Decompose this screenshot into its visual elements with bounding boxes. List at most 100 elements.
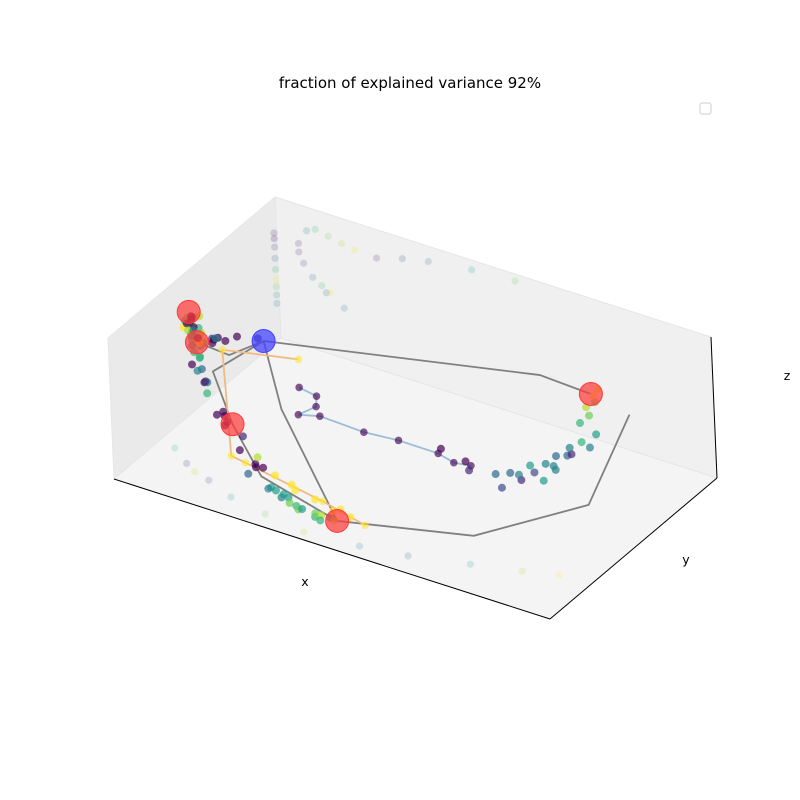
data-point — [219, 407, 228, 416]
legend-box — [699, 102, 712, 115]
shadow-point — [518, 567, 526, 575]
data-point — [221, 336, 230, 345]
data-point — [316, 516, 325, 525]
z-axis-label: z — [784, 368, 791, 383]
tree-leaf-node — [184, 330, 209, 355]
data-point — [565, 443, 574, 452]
data-point — [592, 430, 601, 439]
shadow-point — [294, 239, 303, 248]
data-point — [238, 432, 247, 441]
data-point — [526, 461, 535, 470]
branch-point — [318, 497, 327, 506]
shadow-point — [468, 266, 476, 274]
shadow-point — [355, 542, 364, 550]
shadow-point — [351, 246, 359, 254]
data-point — [212, 410, 221, 419]
branch-point — [394, 436, 403, 445]
data-point — [287, 480, 296, 489]
shadow-point — [272, 282, 280, 291]
y-axis-label: y — [682, 552, 690, 567]
data-point — [514, 470, 523, 479]
branch-point — [312, 392, 321, 400]
data-point — [585, 443, 594, 452]
shadow-point — [205, 476, 213, 484]
data-point — [235, 446, 244, 455]
shadow-point — [424, 257, 432, 266]
shadow-point — [404, 552, 412, 560]
data-point — [567, 450, 576, 459]
shadow-point — [302, 227, 311, 235]
data-point — [436, 444, 445, 453]
branch-point — [312, 402, 320, 411]
data-point — [211, 334, 220, 343]
shadow-point — [272, 291, 281, 299]
x-axis-label: x — [301, 574, 308, 589]
data-point — [201, 377, 210, 386]
branch-blue-line — [297, 386, 472, 467]
tree-path — [262, 340, 631, 537]
branch-point — [360, 428, 368, 436]
axes-panes — [107, 195, 719, 620]
branch-point — [295, 383, 303, 392]
shadow-point — [300, 259, 308, 267]
shadow-point — [555, 571, 564, 579]
tree-root-node — [251, 329, 276, 354]
data-point — [497, 483, 506, 492]
data-point — [575, 419, 584, 428]
tree-edges — [196, 340, 631, 537]
data-point — [259, 463, 268, 472]
z-axis-line — [710, 336, 718, 479]
tree-leaf-node — [578, 382, 603, 407]
shadow-point — [295, 248, 303, 256]
shadow-point — [466, 560, 475, 568]
tree-leaf-node — [325, 508, 350, 533]
data-point — [577, 438, 586, 447]
shadow-point — [273, 299, 281, 308]
x-axis-line — [113, 478, 551, 620]
data-point — [465, 466, 474, 475]
shadow-point — [322, 289, 330, 297]
data-point — [203, 389, 212, 398]
shadow-point — [261, 510, 269, 518]
data-point — [232, 332, 241, 341]
data-point — [549, 462, 558, 471]
tree-leaf-node — [176, 299, 201, 324]
data-point — [539, 476, 548, 485]
data-point — [193, 366, 202, 375]
projection-shadows — [171, 225, 564, 579]
data-point — [585, 411, 594, 420]
branch-point — [294, 355, 303, 364]
branch-orange-line — [221, 348, 366, 527]
shadow-point — [337, 239, 346, 247]
data-point — [244, 469, 253, 478]
shadow-point — [227, 493, 235, 501]
chart-title: fraction of explained variance 92% — [279, 74, 541, 92]
data-point — [461, 457, 470, 466]
y-axis-line — [549, 477, 718, 620]
shadow-point — [398, 255, 406, 263]
shadow-point — [272, 275, 280, 284]
shadow-point — [191, 468, 199, 476]
branch-point — [241, 458, 250, 467]
shadow-point — [318, 282, 326, 290]
shadow-point — [311, 225, 319, 233]
shadow-point — [340, 304, 348, 312]
data-point — [311, 495, 320, 504]
data-point — [530, 468, 539, 477]
shadow-point — [511, 277, 519, 285]
tree-leaf-node — [220, 412, 245, 437]
branch-point — [294, 410, 303, 419]
shadow-point — [309, 273, 317, 281]
tree-path — [263, 340, 592, 395]
branch-point — [227, 451, 236, 460]
data-point — [541, 459, 550, 468]
branch-point — [450, 458, 458, 467]
data-point — [506, 468, 515, 477]
shadow-point — [324, 232, 332, 240]
data-point — [298, 505, 307, 514]
shadow-point — [300, 528, 308, 536]
data-point — [188, 360, 197, 369]
shadow-point — [270, 234, 278, 243]
data-point — [271, 486, 280, 495]
